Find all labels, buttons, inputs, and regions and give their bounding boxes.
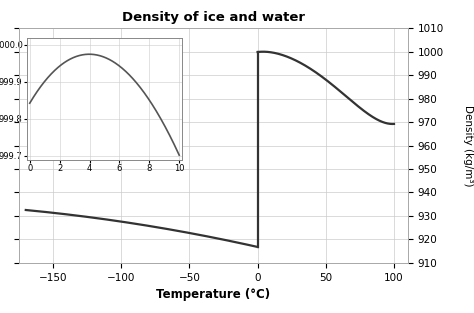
Title: Density of ice and water: Density of ice and water: [122, 11, 305, 24]
Y-axis label: Density (kg/m³): Density (kg/m³): [463, 105, 473, 186]
X-axis label: Temperature (°C): Temperature (°C): [156, 288, 270, 301]
